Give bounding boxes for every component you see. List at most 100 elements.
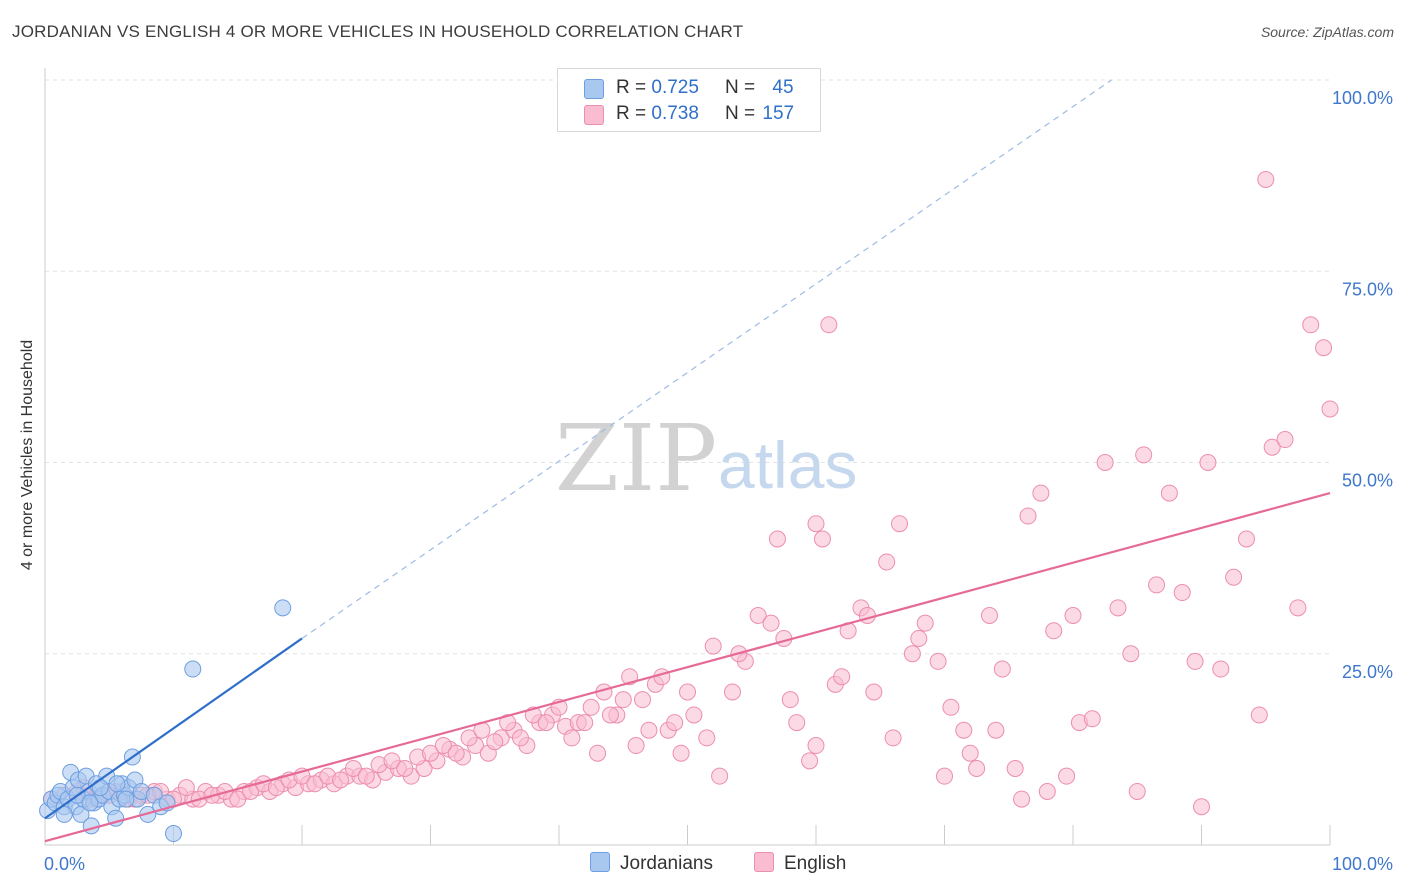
english-point <box>576 714 594 732</box>
english-swatch <box>584 105 604 125</box>
english-point <box>614 691 632 709</box>
axes <box>44 68 1331 846</box>
english-point <box>589 744 607 762</box>
english-point <box>1058 767 1076 785</box>
watermark-atlas: atlas <box>718 428 857 502</box>
y-tick-label: 100.0% <box>1332 88 1393 108</box>
english-point <box>1173 584 1191 602</box>
english-point <box>1250 706 1268 724</box>
english-point <box>955 721 973 739</box>
english-legend-swatch <box>754 852 774 872</box>
chart-title: JORDANIAN VS ENGLISH 4 OR MORE VEHICLES … <box>12 22 744 41</box>
english-point <box>891 515 909 533</box>
english-point <box>1193 798 1210 816</box>
english-point <box>762 614 780 632</box>
english-point <box>1013 790 1031 808</box>
english-point <box>833 668 851 686</box>
english-point <box>1006 760 1024 777</box>
english-point <box>807 515 825 533</box>
english-point <box>1083 710 1101 728</box>
english-point <box>1257 170 1275 188</box>
english-point <box>1128 782 1146 800</box>
jordanian-point <box>184 660 202 678</box>
english-point <box>1109 599 1127 617</box>
english-point <box>980 607 998 624</box>
english-point <box>910 629 928 647</box>
english-point <box>1302 316 1320 334</box>
english-point <box>563 729 581 747</box>
english-point <box>865 683 883 701</box>
n-value-jordanians: 45 <box>772 77 794 98</box>
english-point <box>993 660 1011 678</box>
n-value-english: 157 <box>762 103 795 124</box>
english-point <box>942 698 960 716</box>
english-point <box>422 744 439 762</box>
english-point <box>634 691 652 709</box>
y-tick-label: 25.0% <box>1342 662 1393 682</box>
english-point <box>1148 576 1166 594</box>
english-point <box>447 744 465 762</box>
english-point <box>1225 568 1243 586</box>
english-point <box>511 729 529 747</box>
english-point <box>704 637 722 655</box>
english-point <box>903 645 921 663</box>
english-point <box>723 683 741 701</box>
english-point <box>929 652 947 670</box>
english-point <box>698 729 716 747</box>
english-point <box>1160 484 1178 502</box>
english-point <box>968 760 986 777</box>
y-tick-label: 50.0% <box>1342 471 1393 491</box>
legend-english-label: English <box>784 853 847 874</box>
english-point <box>1212 660 1230 678</box>
tick-labels: 100.0% 75.0% 50.0% 25.0% 0.0% 100.0% <box>44 88 1393 874</box>
english-point <box>396 760 414 777</box>
jordanian-point <box>108 775 126 793</box>
english-point <box>1276 431 1294 449</box>
english-point <box>672 744 690 762</box>
english-point <box>807 737 825 755</box>
english-point <box>858 607 876 624</box>
english-point <box>768 530 786 548</box>
english-point <box>1135 446 1153 464</box>
english-point <box>1019 507 1037 525</box>
english-point <box>884 729 902 747</box>
jordanian-point <box>55 805 73 823</box>
english-trend-line <box>44 492 1331 843</box>
stats-legend: R = 0.725 N = 45 R = 0.738 N = 157 <box>557 68 821 132</box>
n-label: N = <box>725 77 761 98</box>
y-tick-label: 75.0% <box>1342 279 1393 299</box>
english-point <box>537 714 555 732</box>
jordanians-swatch <box>584 79 604 99</box>
english-point <box>229 790 247 808</box>
english-point <box>460 729 478 747</box>
english-points <box>42 170 1339 816</box>
english-point <box>801 752 819 770</box>
english-point <box>878 553 896 571</box>
english-point <box>987 721 1005 739</box>
english-point <box>1038 782 1056 800</box>
jordanian-trend-extension <box>301 79 1112 639</box>
legend-jordanians: Jordanians <box>590 852 713 875</box>
english-point <box>749 607 767 624</box>
jordanian-point <box>165 825 182 843</box>
english-point <box>820 316 838 334</box>
jordanian-trend-line <box>44 637 303 820</box>
legend-row-jordanians: R = 0.725 N = 45 <box>558 75 820 101</box>
jordanians-legend-swatch <box>590 852 610 872</box>
english-point <box>582 698 600 716</box>
source-label: Source: ZipAtlas.com <box>1260 24 1394 40</box>
r-label: R = <box>616 103 652 124</box>
english-point <box>961 744 979 762</box>
english-point <box>601 706 619 724</box>
jordanian-point <box>274 599 292 617</box>
jordanian-point <box>82 817 100 835</box>
n-label: N = <box>725 103 761 124</box>
trend-lines <box>44 79 1331 843</box>
english-point <box>344 760 362 777</box>
english-point <box>711 767 729 785</box>
english-point <box>1321 400 1339 418</box>
jordanian-point <box>117 790 135 808</box>
english-point <box>1186 652 1204 670</box>
jordanian-point <box>91 779 109 797</box>
